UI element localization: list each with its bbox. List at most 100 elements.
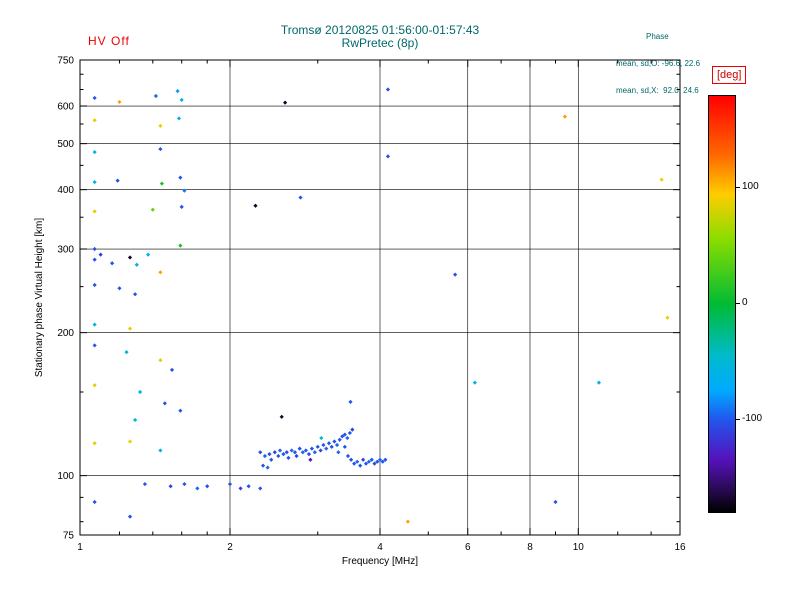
scatter-point (246, 484, 251, 489)
scatter-point (659, 177, 664, 182)
scatter-point (562, 114, 567, 119)
hv-off-label: HV Off (88, 34, 130, 48)
scatter-point (137, 389, 143, 395)
y-tick-label: 750 (57, 56, 74, 67)
scatter-point (355, 459, 360, 464)
scatter-point (308, 457, 313, 462)
scatter-point (385, 154, 391, 159)
scatter-point (375, 459, 380, 464)
scatter-point (238, 486, 243, 491)
scatter-point (315, 444, 320, 449)
colorbar-unit-label: [deg] (712, 66, 747, 84)
scatter-point (279, 414, 284, 419)
y-tick-label: 300 (57, 245, 74, 256)
scatter-point (366, 459, 371, 464)
scatter-point (178, 243, 183, 248)
scatter-point (176, 116, 182, 121)
scatter-point (277, 448, 283, 453)
scatter-point (303, 448, 308, 453)
y-tick-label: 400 (57, 185, 74, 196)
colorbar-tick-mark (735, 418, 740, 420)
scatter-point (92, 246, 97, 252)
scatter-point (178, 408, 183, 413)
scatter-point (332, 439, 337, 444)
scatter-point (133, 417, 138, 423)
scatter-point (260, 463, 266, 468)
scatter-point (324, 446, 329, 451)
scatter-point (133, 292, 138, 297)
scatter-point (179, 97, 184, 103)
scatter-point (142, 481, 148, 487)
y-tick-label: 600 (57, 102, 74, 113)
scatter-point (665, 315, 670, 320)
scatter-point (117, 99, 122, 105)
phase-stats-heading: Phase (646, 32, 669, 41)
plot-title-block: Tromsø 20120825 01:56:00-01:57:43 RwPret… (80, 24, 680, 50)
scatter-point (182, 188, 187, 193)
scatter-point (92, 118, 97, 123)
scatter-point (178, 175, 183, 180)
scatter-point (286, 455, 291, 460)
scatter-point (363, 461, 369, 466)
scatter-point (372, 461, 377, 466)
scatter-point (358, 463, 363, 468)
scatter-point (329, 444, 334, 449)
colorbar (708, 95, 736, 513)
x-tick-label: 16 (674, 542, 686, 553)
scatter-point (195, 486, 200, 491)
x-tick-label: 8 (527, 542, 533, 553)
scatter-point (284, 450, 289, 455)
scatter-point (309, 446, 314, 451)
scatter-point (92, 149, 97, 155)
scatter-point (318, 448, 323, 453)
x-tick-label: 1 (77, 542, 83, 553)
y-axis-label: Stationary phase Virtual Height [km] (34, 218, 45, 378)
scatter-point (272, 450, 277, 455)
scatter-point (150, 207, 155, 212)
colorbar-tick-label: -100 (742, 412, 763, 424)
scatter-point (92, 343, 97, 348)
scatter-point (158, 358, 163, 363)
scatter-point (175, 89, 180, 94)
scatter-point (92, 179, 97, 185)
x-tick-label: 6 (465, 542, 471, 553)
scatter-point (92, 209, 97, 214)
scatter-point (258, 450, 263, 455)
x-axis-label: Frequency [MHz] (342, 556, 418, 567)
scatter-point (283, 100, 288, 105)
scatter-point (162, 401, 167, 406)
scatter-point (312, 450, 317, 455)
scatter-point (146, 252, 151, 257)
scatter-point (553, 499, 558, 505)
scatter-point (182, 481, 187, 487)
scatter-point (258, 486, 263, 491)
y-tick-label: 100 (57, 471, 74, 482)
scatter-point (127, 514, 133, 519)
scatter-point (127, 326, 133, 331)
colorbar-tick-mark (735, 187, 740, 189)
scatter-point (168, 484, 173, 489)
scatter-point (337, 437, 342, 442)
scatter-point (269, 457, 274, 462)
scatter-point (153, 93, 158, 99)
colorbar-tick-mark (735, 303, 740, 304)
scatter-point (92, 322, 97, 327)
scatter-point (347, 430, 352, 436)
scatter-point (289, 448, 294, 453)
scatter-point (380, 459, 385, 464)
scatter-point (134, 262, 139, 267)
scatter-point (361, 457, 366, 462)
scatter-point (334, 442, 340, 448)
scatter-point (205, 484, 210, 489)
x-tick-label: 10 (573, 542, 585, 553)
scatter-point (127, 255, 133, 260)
phase-stats-x-line: mean, sd,X: 92.0, 24.6 (616, 86, 699, 95)
plot-title: Tromsø 20120825 01:56:00-01:57:43 (280, 23, 480, 37)
scatter-point (453, 272, 458, 277)
scatter-point (265, 465, 270, 470)
scatter-point (276, 453, 281, 459)
scatter-point (227, 481, 233, 487)
scatter-point (345, 435, 350, 441)
x-tick-label: 2 (227, 542, 233, 553)
